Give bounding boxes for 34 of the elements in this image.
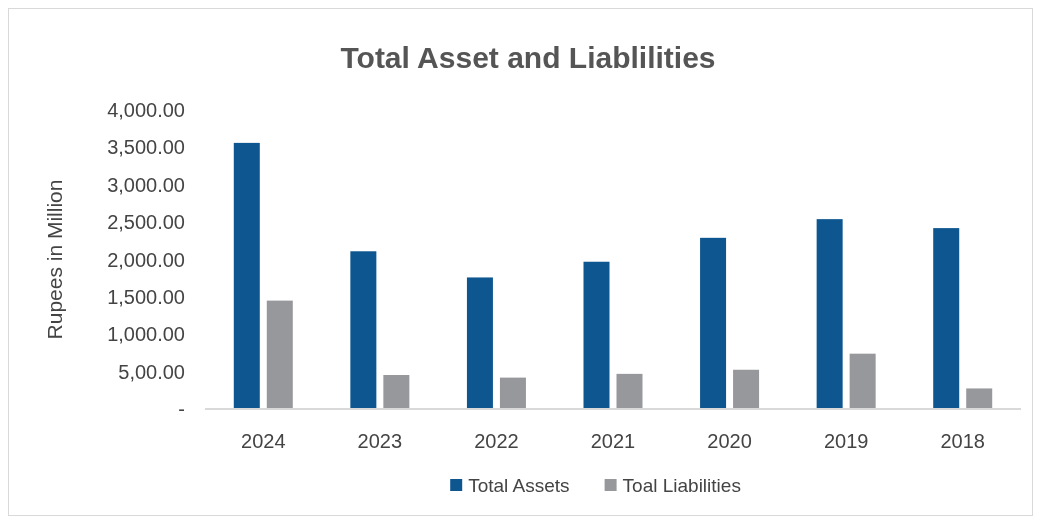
x-tick-label: 2022 — [474, 430, 519, 452]
y-tick-label: 4,000.00 — [107, 99, 185, 121]
y-tick-label: 2,000.00 — [107, 248, 185, 271]
y-tick-label: 3,500.00 — [107, 136, 185, 159]
y-tick-label: 2,500.00 — [107, 211, 185, 234]
x-tick-label: 2021 — [590, 430, 636, 452]
bar — [733, 369, 760, 409]
bar — [383, 374, 410, 409]
bar — [700, 237, 727, 409]
x-tick-label: 2019 — [823, 430, 869, 452]
bar — [616, 373, 643, 409]
bar — [499, 377, 526, 409]
bar — [583, 261, 610, 409]
bar — [849, 353, 876, 409]
chart-title: Total Asset and Liablilities — [340, 41, 716, 74]
y-tick-label: 5,00.00 — [118, 360, 185, 383]
y-tick-label: 3,000.00 — [107, 173, 185, 196]
bar — [816, 219, 843, 409]
bar — [266, 300, 293, 409]
x-tick-label: 2023 — [357, 430, 403, 452]
x-tick-label: 2020 — [707, 430, 752, 452]
y-tick-label: 1,500.00 — [107, 285, 185, 308]
y-tick-label: 1,000.00 — [107, 323, 185, 346]
legend-label: Total Assets — [468, 475, 570, 496]
bar — [350, 251, 377, 409]
bar — [933, 228, 960, 409]
y-axis-title: Rupees in Million — [43, 179, 66, 340]
bar — [466, 277, 493, 409]
y-tick-label: - — [178, 398, 185, 420]
x-tick-label: 2024 — [241, 430, 286, 452]
x-tick-label: 2018 — [940, 430, 985, 452]
legend-label: Toal Liabilities — [622, 475, 741, 496]
bar — [966, 388, 993, 409]
bar — [233, 142, 260, 409]
